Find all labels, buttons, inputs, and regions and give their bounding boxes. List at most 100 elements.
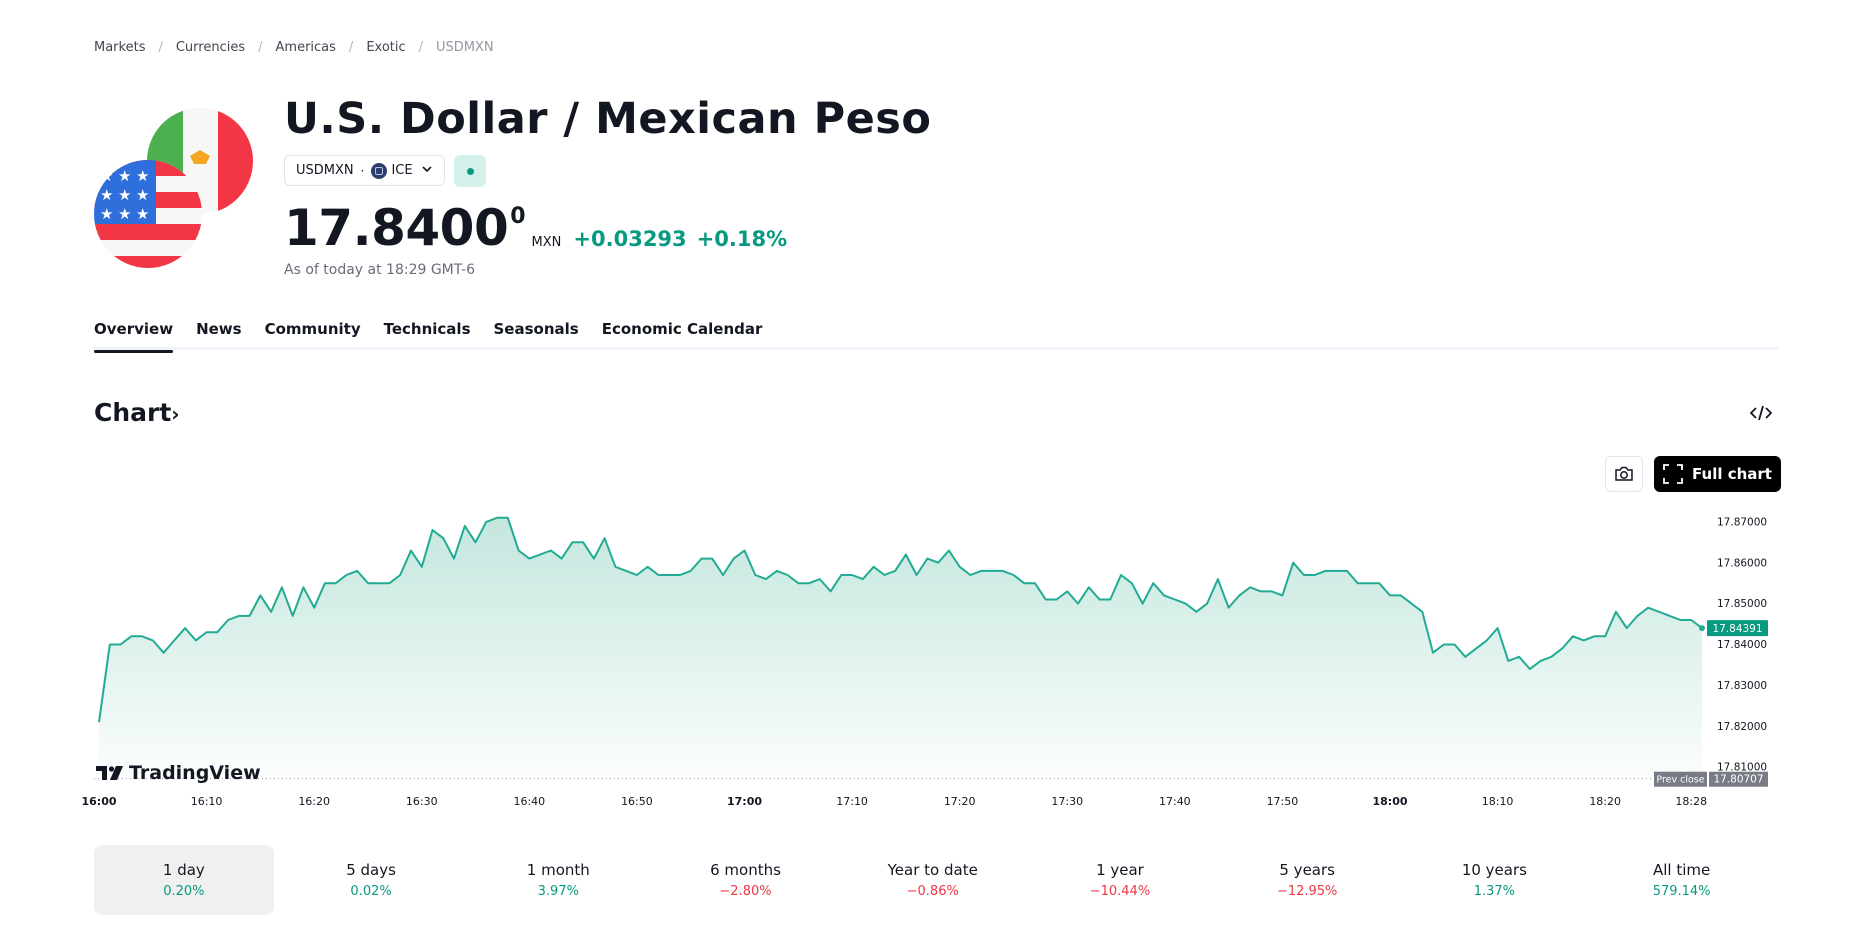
period-button[interactable]: 6 months −2.80% <box>656 845 836 915</box>
y-tick-label: 17.82000 <box>1717 721 1767 733</box>
tab-economic-calendar[interactable]: Economic Calendar <box>601 320 763 338</box>
last-price-axis-label: 17.84391 <box>1712 623 1762 635</box>
price-change: +0.03293 <box>573 227 687 251</box>
section-tabs: Overview News Community Technicals Seaso… <box>94 320 1779 353</box>
last-price-label-bg <box>1707 620 1768 637</box>
symbol-exchange-selector[interactable]: USDMXN · ICE <box>284 155 445 186</box>
tab-overview[interactable]: Overview <box>94 320 174 353</box>
breadcrumb-americas[interactable]: Americas <box>275 40 336 55</box>
svg-text:★: ★ <box>118 186 131 204</box>
x-tick-label: 18:28 <box>1675 795 1707 808</box>
snapshot-button[interactable] <box>1605 456 1643 492</box>
y-axis: 17.87000 17.86000 17.85000 17.84000 17.83000… <box>1717 516 1767 773</box>
period-change-value: 579.14% <box>1652 884 1711 899</box>
y-tick-label: 17.81000 <box>1717 762 1767 774</box>
prev-close-tag: Prev close <box>1656 775 1704 786</box>
breadcrumb-separator: / <box>348 40 354 55</box>
period-button[interactable]: 1 month 3.97% <box>468 845 648 915</box>
y-tick-label: 17.84000 <box>1717 639 1767 651</box>
period-button[interactable]: Year to date −0.86% <box>843 845 1023 915</box>
tab-technicals[interactable]: Technicals <box>383 320 471 338</box>
svg-text:★: ★ <box>100 186 113 204</box>
market-status-badge[interactable] <box>454 155 486 187</box>
x-tick-label: 16:10 <box>191 795 223 808</box>
separator-dot: · <box>360 163 365 178</box>
period-button[interactable]: 1 year −10.44% <box>1030 845 1210 915</box>
breadcrumb-current: USDMXN <box>436 40 494 55</box>
x-tick-label: 18:20 <box>1589 795 1621 808</box>
x-tick-label: 18:10 <box>1482 795 1514 808</box>
period-change-value: −2.80% <box>719 884 772 899</box>
tab-seasonals[interactable]: Seasonals <box>493 320 579 338</box>
price-chart[interactable]: 17.87000 17.86000 17.85000 17.84000 17.83000… <box>0 0 1853 830</box>
chart-line-layer <box>94 516 1705 780</box>
breadcrumb-separator: / <box>158 40 163 55</box>
prev-close-tag-bg <box>1654 771 1707 787</box>
tradingview-logo[interactable]: TradingView <box>96 762 261 784</box>
code-icon <box>1750 405 1772 421</box>
price-row: 17.8400 0 MXN +0.03293 +0.18% <box>284 200 787 256</box>
price-timestamp: As of today at 18:29 GMT-6 <box>284 262 475 278</box>
period-button[interactable]: All time 579.14% <box>1592 845 1772 915</box>
tab-news[interactable]: News <box>196 320 242 338</box>
market-open-dot-icon <box>466 167 474 175</box>
x-tick-label: 16:40 <box>513 795 545 808</box>
svg-text:★: ★ <box>136 205 149 223</box>
chevron-right-icon: › <box>171 402 180 426</box>
y-tick-label: 17.85000 <box>1717 598 1767 610</box>
breadcrumb-markets[interactable]: Markets <box>94 40 146 55</box>
period-button[interactable]: 10 years 1.37% <box>1405 845 1585 915</box>
svg-text:★: ★ <box>136 167 149 185</box>
period-label: 5 days <box>346 861 396 879</box>
price-change-percent: +0.18% <box>696 227 788 251</box>
x-tick-label: 18:00 <box>1372 795 1407 808</box>
price-area <box>99 517 1702 779</box>
period-button[interactable]: 1 day 0.20% <box>94 845 274 915</box>
breadcrumb-exotic[interactable]: Exotic <box>366 40 406 55</box>
x-tick-label: 17:10 <box>836 795 868 808</box>
period-change-value: 3.97% <box>537 884 579 899</box>
x-tick-label: 17:00 <box>727 795 762 808</box>
currency-pair-flags-logo: ★ ★ ★ ★ ★ ★ ★ ★ ★ <box>94 108 254 268</box>
period-label: 10 years <box>1461 861 1527 879</box>
last-price-marker <box>1699 625 1705 632</box>
tradingview-icon <box>96 766 123 780</box>
period-label: 1 month <box>526 861 590 879</box>
period-label: 5 years <box>1279 861 1335 879</box>
breadcrumb-separator: / <box>258 40 263 55</box>
period-button[interactable]: 5 days 0.02% <box>281 845 461 915</box>
period-change-value: −12.95% <box>1276 884 1338 899</box>
period-change-value: 0.02% <box>350 884 392 899</box>
x-tick-label: 17:30 <box>1051 795 1083 808</box>
svg-text:★: ★ <box>136 186 149 204</box>
y-tick-label: 17.86000 <box>1717 557 1767 569</box>
x-tick-label: 16:50 <box>621 795 653 808</box>
embed-code-button[interactable] <box>1748 402 1774 424</box>
fullscreen-icon <box>1663 464 1683 484</box>
chart-area-layer <box>99 517 1702 779</box>
period-button[interactable]: 5 years −12.95% <box>1217 845 1397 915</box>
svg-text:★: ★ <box>118 167 131 185</box>
camera-icon <box>1615 466 1633 481</box>
svg-text:★: ★ <box>118 205 131 223</box>
breadcrumb-separator: / <box>418 40 424 55</box>
x-tick-label: 17:20 <box>944 795 976 808</box>
tab-community[interactable]: Community <box>264 320 361 338</box>
chart-section-link[interactable]: Chart› <box>94 398 180 427</box>
prev-close-value: 17.80707 <box>1713 774 1763 786</box>
page-title: U.S. Dollar / Mexican Peso <box>284 94 932 144</box>
period-change-value: 1.37% <box>1473 884 1516 899</box>
period-change-value: 0.20% <box>163 884 205 899</box>
x-tick-label: 17:50 <box>1267 795 1299 808</box>
x-tick-label: 16:00 <box>81 795 116 808</box>
period-label: 1 day <box>162 861 205 879</box>
breadcrumb-currencies[interactable]: Currencies <box>175 40 246 55</box>
full-chart-button[interactable]: Full chart <box>1654 456 1781 492</box>
chevron-down-icon <box>422 165 432 176</box>
period-change-value: −10.44% <box>1089 884 1151 899</box>
period-label: Year to date <box>887 861 978 879</box>
performance-periods: 1 day 0.20% 5 days 0.02% 1 month 3.97% 6 month… <box>94 845 1779 915</box>
period-label: All time <box>1652 861 1711 879</box>
breadcrumb: Markets / Currencies / Americas / Exotic… <box>94 40 494 55</box>
symbol-label: USDMXN <box>296 163 354 178</box>
